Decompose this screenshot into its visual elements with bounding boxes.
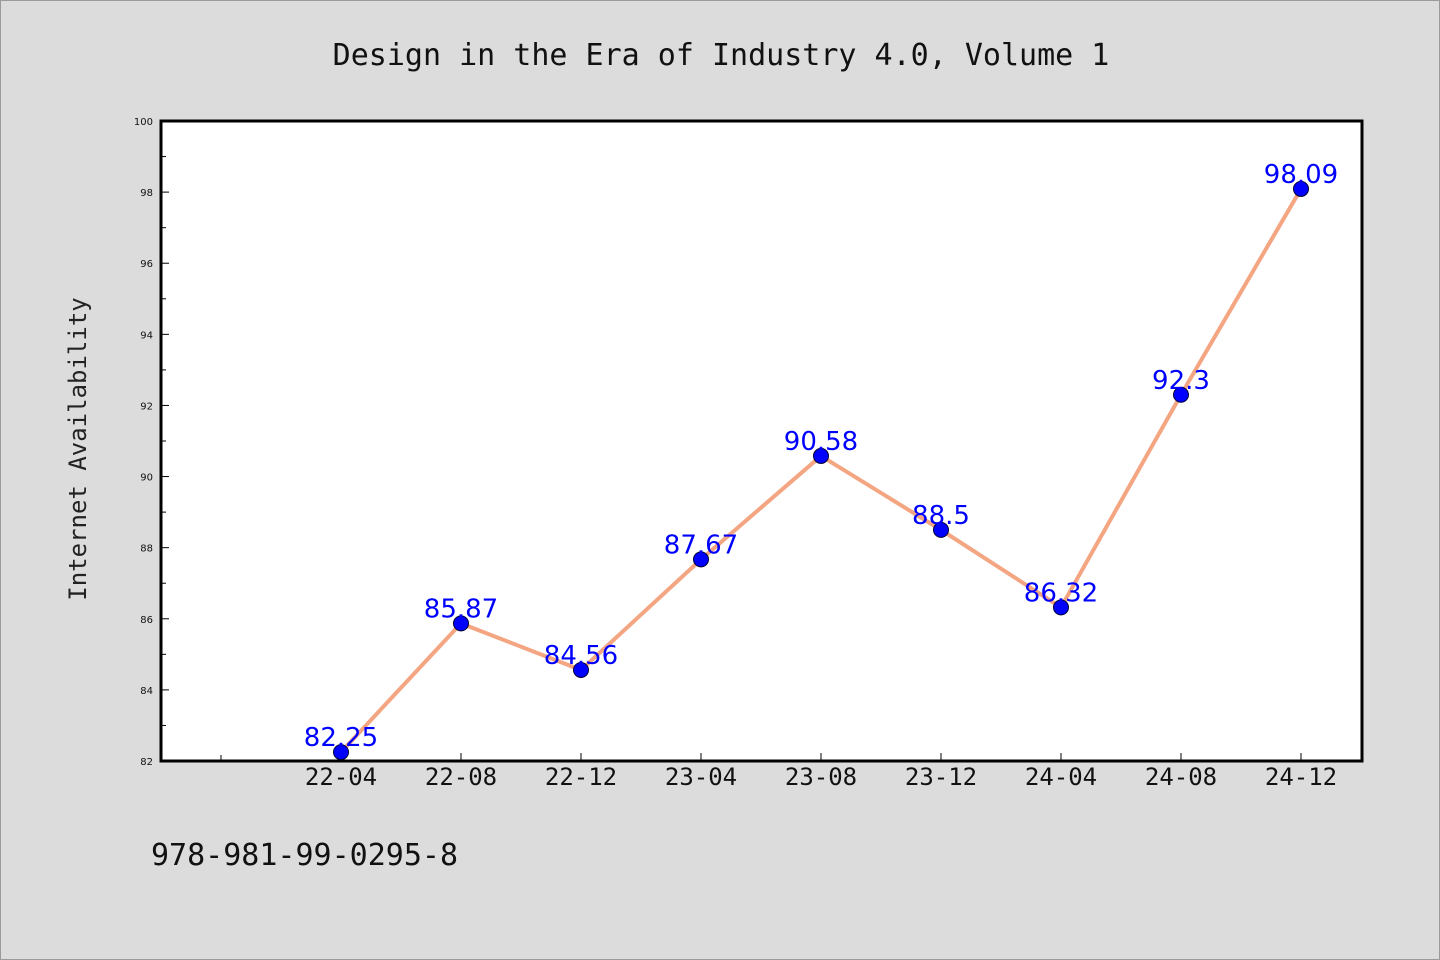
x-tick-label: 22-12	[545, 763, 617, 791]
x-tick-label: 23-04	[665, 763, 737, 791]
data-labels-layer: 82.25 85.87 84.56 87.67 90.58 88.5 86.32 92.3 98…	[304, 160, 1338, 753]
x-axis-ticks: 22-04 22-08 22-12 23-04 23-08 23-12 24-04 24-08…	[220, 753, 1337, 791]
y-tick-label: 96	[140, 259, 153, 270]
data-point-marker	[1293, 180, 1309, 197]
x-tick-label: 23-12	[905, 763, 977, 791]
x-tick-label: 24-12	[1265, 763, 1337, 791]
x-tick-label: 24-08	[1145, 763, 1217, 791]
chart-title: Design in the Era of Industry 4.0, Volum…	[333, 38, 1110, 73]
data-point-marker	[333, 744, 349, 761]
y-tick-label: 84	[140, 686, 153, 697]
y-tick-label: 90	[140, 473, 153, 484]
y-tick-label: 86	[140, 615, 153, 626]
plot-area	[159, 119, 1364, 763]
data-point-marker	[813, 447, 829, 464]
y-tick-label: 82	[140, 757, 153, 768]
data-label: 82.25	[304, 723, 378, 753]
y-axis-ticks: 82 84 86 88 90 92 94 96 98 100	[134, 117, 169, 768]
y-tick-label: 88	[140, 544, 153, 555]
y-tick-label: 100	[134, 117, 153, 128]
data-point-marker	[933, 521, 949, 538]
data-point-marker	[1173, 386, 1189, 403]
isbn-text: 978-981-99-0295-8	[151, 838, 458, 873]
y-tick-label: 98	[140, 188, 153, 199]
data-label: 85.87	[424, 594, 498, 624]
x-tick-label: 22-08	[425, 763, 497, 791]
x-tick-label: 23-08	[785, 763, 857, 791]
series-layer	[333, 180, 1309, 761]
data-point-marker	[573, 661, 589, 678]
data-label: 88.5	[912, 501, 970, 531]
data-label: 86.32	[1024, 578, 1098, 608]
y-tick-label: 92	[140, 401, 153, 412]
data-label: 87.67	[664, 530, 738, 560]
data-label: 92.3	[1152, 366, 1210, 396]
x-tick-label: 22-04	[305, 763, 377, 791]
data-point-marker	[453, 615, 469, 632]
data-label: 90.58	[784, 427, 858, 457]
y-tick-label: 94	[140, 330, 153, 341]
y-axis-label: Internet Availability	[64, 297, 92, 600]
data-point-marker	[1053, 599, 1069, 616]
x-tick-label: 24-04	[1025, 763, 1097, 791]
data-label: 84.56	[544, 641, 618, 671]
data-point-marker	[693, 551, 709, 568]
data-label: 98.09	[1264, 160, 1338, 190]
